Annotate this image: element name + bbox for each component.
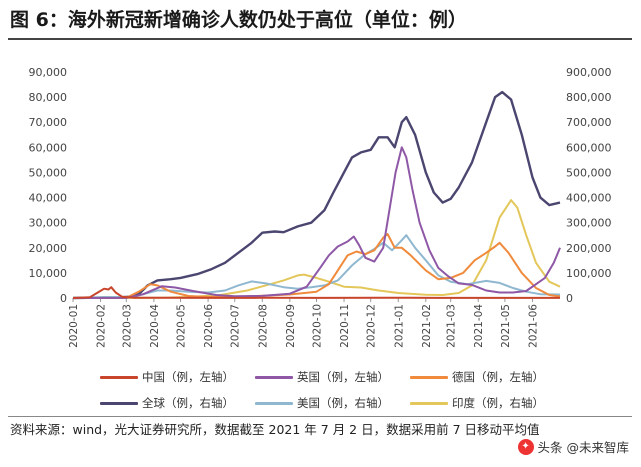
legend-swatch-uk: [255, 375, 293, 379]
legend-label-china: 中国（例，左轴）: [142, 370, 234, 384]
x-tick-label: 2020-02: [96, 304, 108, 348]
legend-swatch-india: [410, 401, 448, 405]
y-left-tick-label: 70,000: [29, 116, 68, 129]
watermark-text: 头条 @未来智库: [537, 440, 629, 455]
legend-label-global: 全球（例，右轴）: [142, 396, 234, 410]
chart-title: 图 6：海外新冠新增确诊人数仍处于高位（单位：例）: [10, 9, 467, 31]
x-tick-label: 2021-05: [500, 304, 512, 348]
x-tick-label: 2021-02: [421, 304, 433, 348]
y-right-tick-label: 300,000: [566, 217, 612, 230]
source-note: 资料来源：wind，光大证券研究所，数据截至 2021 年 7 月 2 日，数据…: [10, 422, 540, 437]
x-tick-label: 2020-07: [230, 304, 242, 348]
legend-item-global: 全球（例，右轴）: [100, 394, 255, 412]
legend-item-usa: 美国（例，右轴）: [255, 394, 410, 412]
y-left-tick-label: 80,000: [29, 91, 68, 104]
y-left-tick-label: 90,000: [29, 66, 68, 79]
legend-label-india: 印度（例，右轴）: [452, 396, 544, 410]
y-right-tick-label: 200,000: [566, 242, 612, 255]
y-right-tick-label: 400,000: [566, 192, 612, 205]
y-left-tick-label: 20,000: [29, 242, 68, 255]
legend-swatch-global: [100, 401, 138, 405]
line-chart: 0 10,000 20,000 30,000 40,000 50,000 60,000 70,…: [29, 66, 612, 348]
legend-label-uk: 英国（例，左轴）: [297, 370, 389, 384]
series-line-0: [72, 286, 560, 299]
x-tick-label: 2020-06: [203, 304, 215, 348]
y-right-tick-label: 600,000: [566, 141, 612, 154]
x-tick-label: 2021-06: [527, 304, 539, 348]
x-tick-label: 2021-01: [393, 304, 405, 348]
legend-label-germany: 德国（例，左轴）: [452, 370, 544, 384]
series-line-5: [72, 199, 561, 299]
chart-legend: 中国（例，左轴） 英国（例，左轴） 德国（例，左轴） 全球（例，右轴） 美国（例…: [100, 368, 570, 412]
x-tick-label: 2020-08: [257, 304, 269, 348]
legend-swatch-germany: [410, 375, 448, 379]
x-tick-label: 2020-05: [176, 304, 188, 348]
y-left-tick-label: 60,000: [29, 141, 68, 154]
y-right-tick-label: 0: [566, 292, 573, 305]
y-left-tick-label: 40,000: [29, 192, 68, 205]
y-left-tick-label: 0: [60, 292, 67, 305]
legend-item-uk: 英国（例，左轴）: [255, 368, 410, 386]
x-tick-label: 2021-04: [473, 304, 485, 348]
legend-item-china: 中国（例，左轴）: [100, 368, 255, 386]
legend-item-india: 印度（例，右轴）: [410, 394, 570, 412]
y-right-tick-label: 900,000: [566, 66, 612, 79]
legend-swatch-usa: [255, 401, 293, 405]
watermark: ✦ 头条 @未来智库: [517, 437, 629, 456]
y-right-tick-label: 500,000: [566, 166, 612, 179]
legend-swatch-china: [100, 375, 138, 379]
y-left-tick-label: 30,000: [29, 217, 68, 230]
y-left-tick-label: 50,000: [29, 166, 68, 179]
y-right-tick-label: 800,000: [566, 91, 612, 104]
series-line-3: [72, 90, 561, 300]
x-tick-label: 2020-11: [339, 304, 351, 348]
x-tick-label: 2020-10: [312, 304, 324, 348]
series-line-2: [72, 233, 561, 299]
x-tick-label: 2020-04: [149, 304, 161, 348]
x-tick-label: 2020-01: [68, 304, 80, 348]
series-line-1: [72, 146, 561, 299]
legend-label-usa: 美国（例，右轴）: [297, 396, 389, 410]
x-tick-label: 2020-12: [366, 304, 378, 348]
x-tick-label: 2020-03: [121, 304, 133, 348]
watermark-logo-icon: ✦: [517, 438, 534, 455]
legend-item-germany: 德国（例，左轴）: [410, 368, 570, 386]
title-divider: [8, 38, 632, 40]
x-tick-label: 2020-09: [285, 304, 297, 348]
footer-divider: [8, 416, 632, 417]
x-tick-label: 2021-03: [446, 304, 458, 348]
y-right-tick-label: 700,000: [566, 116, 612, 129]
y-right-tick-label: 100,000: [566, 267, 612, 280]
y-left-tick-label: 10,000: [29, 267, 68, 280]
